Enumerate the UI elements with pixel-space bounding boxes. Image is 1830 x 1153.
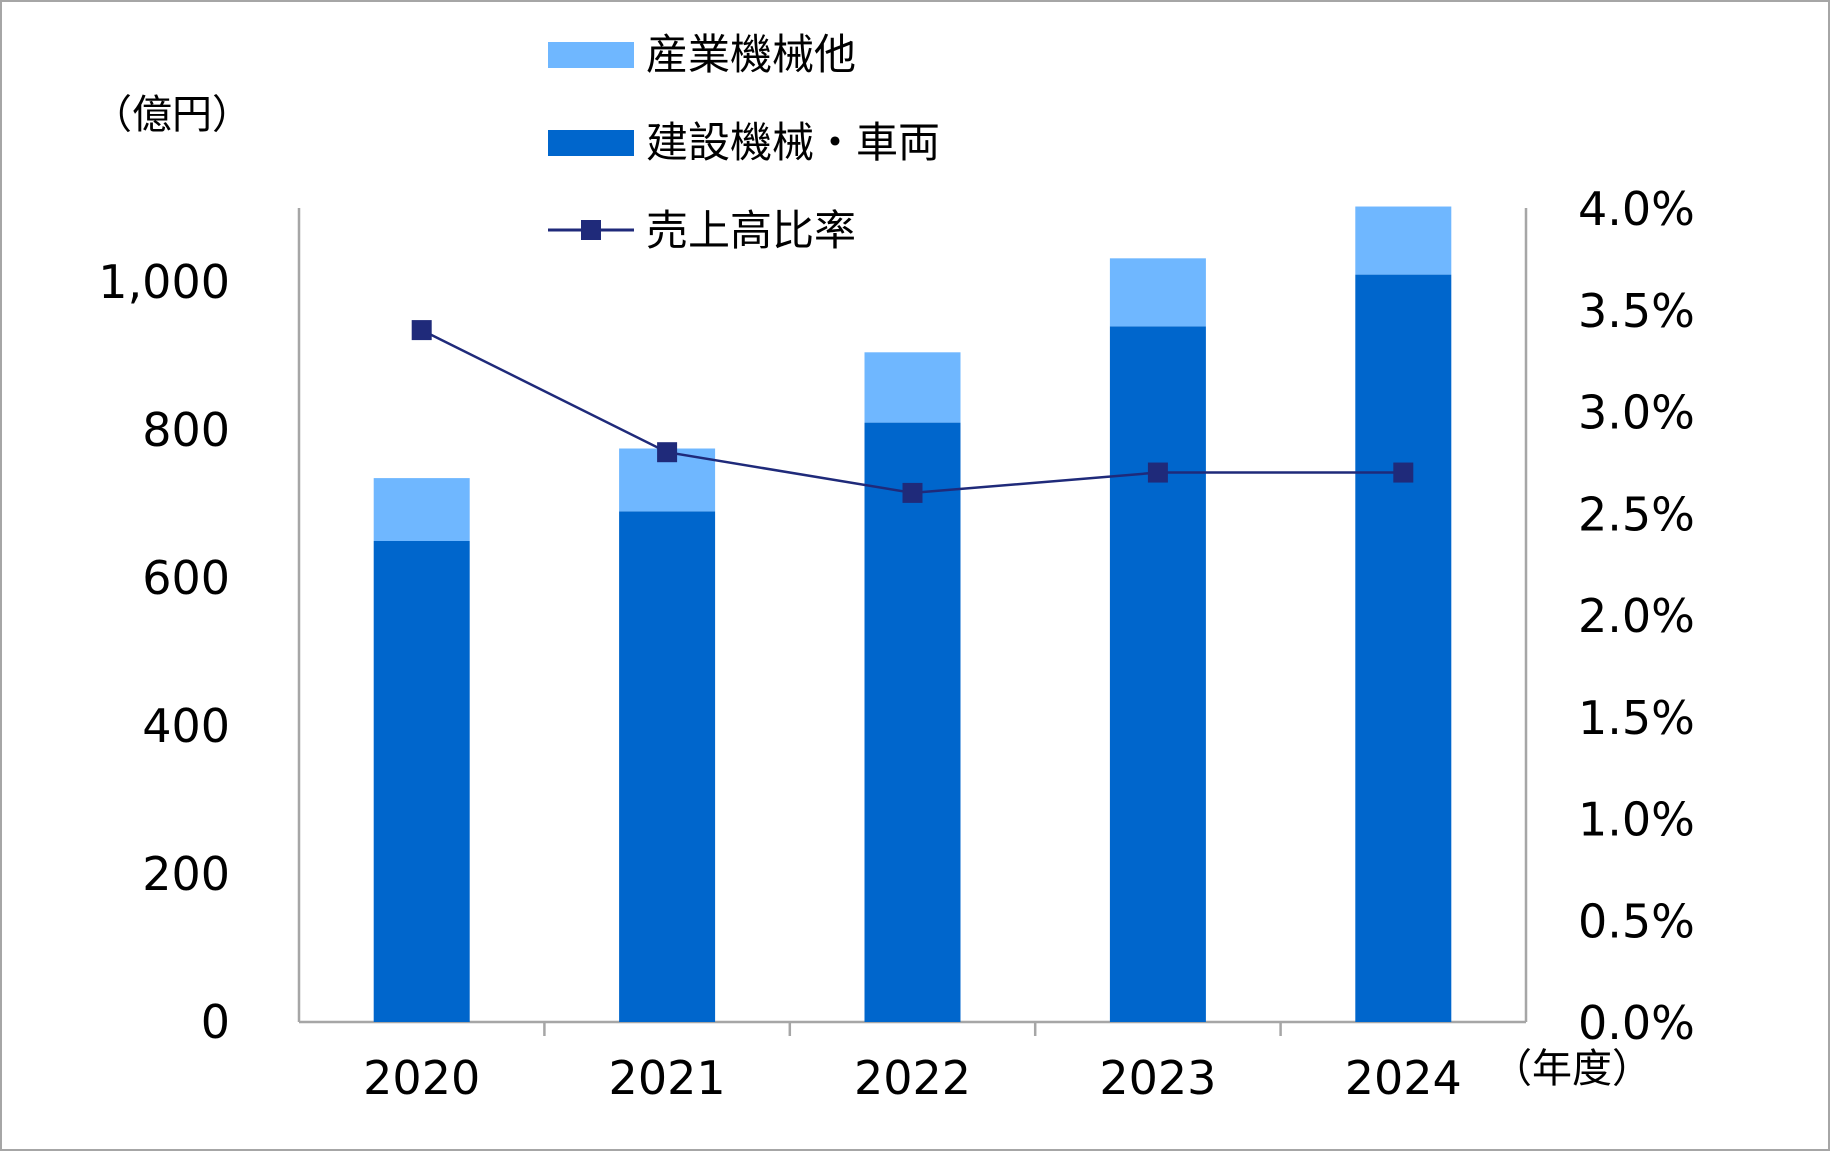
bar-segment-2023-1	[1109, 258, 1206, 327]
legend-swatch-1	[548, 130, 634, 156]
y-right-tick-label: 4.0%	[1578, 182, 1695, 236]
ratio-marker-2022	[902, 482, 923, 503]
x-tick-label-2020: 2020	[363, 1051, 480, 1105]
legend-label-2: 売上高比率	[646, 206, 856, 255]
y-left-tick-label: 800	[142, 403, 230, 457]
bar-segment-2022-0	[864, 422, 961, 1023]
ratio-marker-2021	[657, 442, 678, 463]
x-tick-label-2023: 2023	[1099, 1051, 1216, 1105]
x-tick-label-2022: 2022	[854, 1051, 971, 1105]
y-left-tick-label: 0	[201, 995, 230, 1049]
legend-swatch-0	[548, 42, 634, 68]
bar-segment-2024-1	[1355, 206, 1452, 275]
bars	[373, 206, 1452, 1023]
bar-segment-2021-0	[619, 511, 716, 1022]
y-right-tick-label: 2.5%	[1578, 487, 1695, 541]
legend-label-0: 産業機械他	[646, 30, 856, 79]
ratio-marker-2023	[1147, 462, 1168, 483]
y-right-tick-label: 0.0%	[1578, 996, 1695, 1050]
y-right-tick-label: 0.5%	[1578, 894, 1695, 948]
y-right-tick-label: 1.0%	[1578, 793, 1695, 847]
y-right-tick-label: 3.0%	[1578, 386, 1695, 440]
legend-label-1: 建設機械・車両	[646, 118, 940, 167]
bar-segment-2023-0	[1109, 326, 1206, 1022]
legend-marker-swatch	[581, 220, 601, 240]
ratio-marker-2024	[1393, 462, 1414, 483]
tick-labels: 0 200 400 600 800 1,000 0.0% 0.5% 1.0% 1.5% 2.0% 2.…	[98, 182, 1695, 1105]
y-left-tick-label: 1,000	[98, 255, 230, 309]
y-left-unit-label: （億円）	[92, 92, 252, 138]
ratio-line-series	[411, 320, 1414, 503]
bar-segment-2024-0	[1355, 274, 1452, 1023]
ratio-marker-2020	[411, 320, 432, 341]
y-right-tick-label: 3.5%	[1578, 284, 1695, 338]
y-left-tick-label: 200	[142, 847, 230, 901]
y-left-tick-label: 600	[142, 551, 230, 605]
x-unit-label: （年度）	[1492, 1046, 1652, 1092]
bar-segment-2020-1	[373, 478, 470, 541]
bar-segment-2020-0	[373, 541, 470, 1022]
x-tick-label-2021: 2021	[609, 1051, 726, 1105]
y-right-tick-label: 2.0%	[1578, 589, 1695, 643]
y-right-tick-label: 1.5%	[1578, 691, 1695, 745]
bar-segment-2022-1	[864, 352, 961, 423]
x-tick-label-2024: 2024	[1345, 1051, 1462, 1105]
y-left-tick-label: 400	[142, 699, 230, 753]
